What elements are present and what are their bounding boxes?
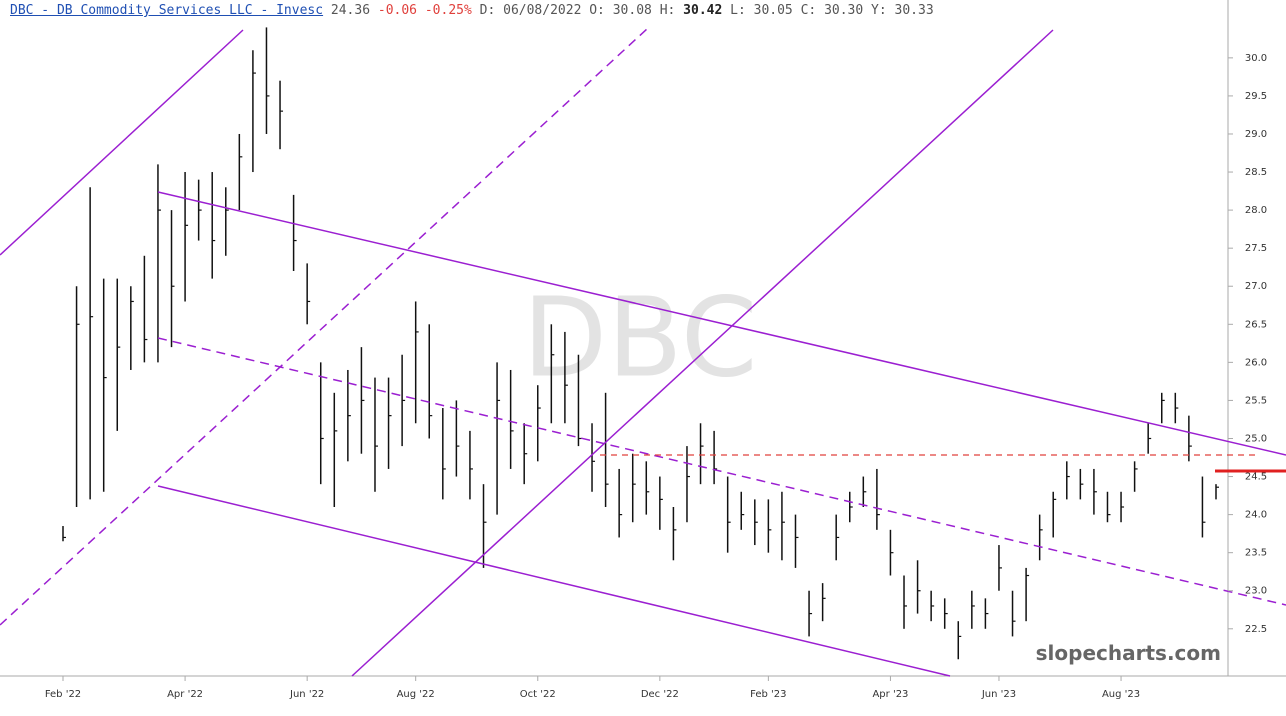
x-tick-label: Apr '23 — [872, 689, 908, 700]
x-tick-label: Aug '22 — [397, 689, 435, 700]
header: DBC - DB Commodity Services LLC - Invesc… — [10, 3, 934, 18]
field-value: 06/08/2022 — [503, 3, 582, 18]
y-tick-label: 24.0 — [1245, 510, 1267, 521]
x-tick-label: Dec '22 — [641, 689, 679, 700]
axis-panel — [1228, 0, 1286, 676]
y-tick-label: 27.0 — [1245, 281, 1267, 292]
y-tick-label: 22.5 — [1245, 624, 1267, 635]
y-tick-label: 28.5 — [1245, 167, 1267, 178]
trendline — [0, 29, 244, 256]
field-value: 30.42 — [683, 3, 723, 18]
x-tick-label: Jun '23 — [981, 689, 1016, 700]
watermark: DBC — [522, 273, 757, 401]
field-value: 30.08 — [612, 3, 652, 18]
change-pct: -0.25% — [424, 3, 472, 18]
y-tick-label: 25.5 — [1245, 395, 1267, 406]
y-tick-label: 23.5 — [1245, 548, 1267, 559]
x-tick-label: Aug '23 — [1102, 689, 1140, 700]
trendline — [0, 27, 649, 626]
y-tick-label: 25.0 — [1245, 433, 1267, 444]
y-tick-label: 29.0 — [1245, 129, 1267, 140]
last-price: 24.36 — [330, 3, 371, 18]
change: -0.06 — [377, 3, 418, 18]
y-tick-label: 23.0 — [1245, 586, 1267, 597]
y-tick-label: 26.5 — [1245, 319, 1267, 330]
symbol-title[interactable]: DBC - DB Commodity Services LLC - Invesc — [10, 3, 324, 18]
y-tick-label: 28.0 — [1245, 205, 1267, 216]
field-key: L: — [730, 3, 746, 18]
trendline — [351, 29, 1054, 677]
trendline — [157, 485, 951, 677]
x-tick-label: Feb '23 — [750, 689, 786, 700]
ohlc-fields: D: 06/08/2022 O: 30.08 H: 30.42 L: 30.05… — [472, 3, 934, 18]
x-tick-label: Apr '22 — [167, 689, 203, 700]
trendline — [157, 337, 1286, 606]
y-tick-label: 29.5 — [1245, 91, 1267, 102]
x-tick-label: Feb '22 — [45, 689, 81, 700]
field-value: 30.33 — [894, 3, 934, 18]
field-key: D: — [479, 3, 496, 18]
field-key: Y: — [871, 3, 887, 18]
x-tick-label: Oct '22 — [520, 689, 556, 700]
field-value: 30.05 — [753, 3, 793, 18]
field-key: C: — [800, 3, 817, 18]
y-tick-label: 26.0 — [1245, 357, 1267, 368]
trendline — [157, 191, 1286, 456]
field-key: H: — [659, 3, 676, 18]
credit: slopecharts.com — [1036, 641, 1221, 665]
y-tick-label: 27.5 — [1245, 243, 1267, 254]
field-key: O: — [589, 3, 605, 18]
field-value: 30.30 — [824, 3, 864, 18]
x-tick-label: Jun '22 — [289, 689, 324, 700]
bars — [62, 27, 1219, 660]
y-tick-label: 30.0 — [1245, 53, 1267, 64]
y-tick-label: 24.5 — [1245, 472, 1267, 483]
trendlines — [0, 27, 1286, 677]
